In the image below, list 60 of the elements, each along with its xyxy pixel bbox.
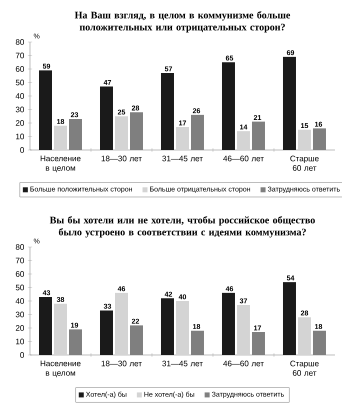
y-tick-label: 80 <box>16 244 24 250</box>
x-tick-label: 46—60 лет <box>223 156 264 162</box>
bar <box>236 305 250 355</box>
y-tick-label: 70 <box>16 52 24 58</box>
x-tick-label: 31—45 лет <box>162 156 203 162</box>
y-tick-label: 60 <box>16 271 24 277</box>
y-tick-label: 70 <box>16 258 24 264</box>
bar <box>114 116 128 150</box>
bar <box>312 128 326 150</box>
y-tick-label: 20 <box>16 325 24 331</box>
x-tick-label: Старше 60 лет <box>290 360 319 376</box>
x-tick-label: 18—30 лет <box>102 360 142 366</box>
bar <box>68 118 82 150</box>
bar <box>54 304 67 355</box>
bar <box>298 130 311 150</box>
bar <box>38 296 52 355</box>
bar <box>100 310 113 355</box>
x-tick-label: Старше 60 лет <box>290 156 319 171</box>
bar <box>160 73 174 150</box>
y-tick-label: 10 <box>16 338 24 344</box>
x-tick-label: Население в целом <box>40 156 81 172</box>
bar <box>38 70 52 150</box>
bar <box>282 56 296 150</box>
bar <box>114 292 128 355</box>
chart-title: На Ваш взгляд, в целом в коммунизме больше положительных или отрицательных сторон? <box>74 11 290 32</box>
bar <box>298 317 311 355</box>
bar <box>236 131 250 150</box>
x-tick-label: 31—45 лет <box>162 360 203 366</box>
bar <box>160 298 174 355</box>
bar <box>130 325 143 355</box>
chart-title: Вы бы хотели или не хотели, чтобы российское общество было устроено в соответствии с идеями коммунизма? <box>50 216 315 238</box>
y-tick-label: 30 <box>16 106 24 112</box>
x-tick-label: 18—30 лет <box>102 156 142 162</box>
bar <box>222 292 235 355</box>
y-tick-label: 50 <box>16 80 24 86</box>
y-tick-label: 0 <box>20 147 24 153</box>
bar <box>190 330 204 355</box>
bar <box>100 86 113 150</box>
bar <box>54 126 67 150</box>
y-tick-label: 10 <box>16 134 24 140</box>
y-tick-label: 50 <box>16 284 24 290</box>
bar <box>312 330 326 355</box>
bar <box>222 62 235 150</box>
bar <box>252 332 265 355</box>
bar <box>252 122 265 150</box>
y-tick-label: 60 <box>16 66 24 72</box>
x-tick-label: Население в целом <box>40 360 81 378</box>
y-tick-label: 40 <box>16 298 24 304</box>
x-tick-label: 46—60 лет <box>223 360 264 366</box>
bar <box>190 114 204 150</box>
bar <box>68 329 82 355</box>
y-tick-label: 40 <box>16 93 24 99</box>
y-tick-label: 30 <box>16 312 24 318</box>
y-tick-label: 0 <box>20 352 24 358</box>
y-tick-label: 80 <box>16 39 24 45</box>
bar <box>130 112 143 150</box>
y-tick-label: 20 <box>16 120 24 126</box>
bar <box>176 127 189 150</box>
bar <box>176 301 189 355</box>
bar <box>282 282 296 355</box>
